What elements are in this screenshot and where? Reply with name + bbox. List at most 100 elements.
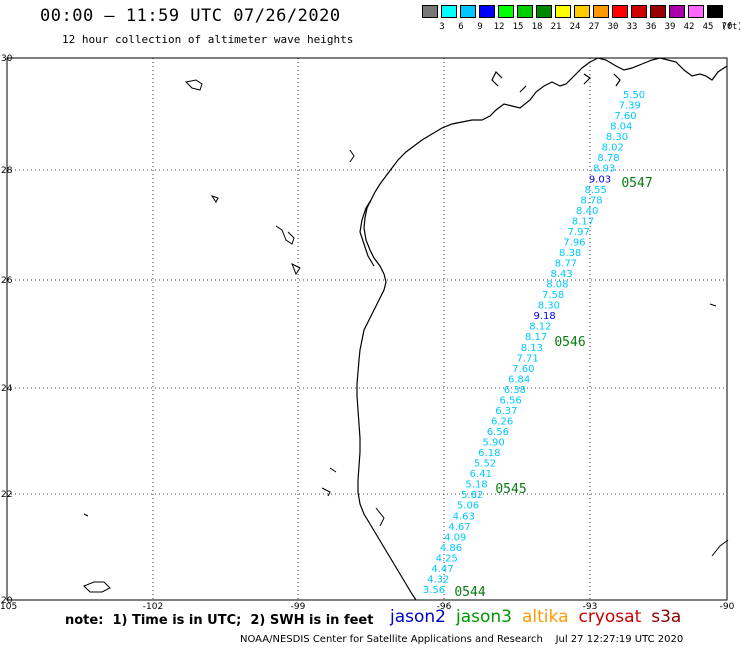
swh-value: 7.60 — [512, 364, 534, 375]
colorbar-swatch — [498, 5, 514, 18]
swh-value: 7.71 — [516, 353, 538, 364]
colorbar-label: 12 — [493, 22, 505, 32]
colorbar-swatch — [631, 5, 647, 18]
longitude-label: -90 — [720, 602, 735, 612]
altimeter-track: 5.507.397.608.048.308.028.788.939.038.55… — [423, 90, 645, 596]
satellite-legend-item: jason3 — [456, 607, 512, 627]
swh-value: 8.17 — [525, 332, 547, 343]
swh-value: 8.38 — [559, 248, 581, 259]
colorbar-label: 33 — [626, 22, 638, 32]
longitude-label: -102 — [143, 602, 163, 612]
satellite-legend-item: jason2 — [390, 607, 446, 627]
swh-value: 6.38 — [504, 385, 526, 396]
colorbar-swatch — [441, 5, 457, 18]
longitude-label: -99 — [291, 602, 306, 612]
track-time-label: 0546 — [554, 335, 585, 350]
colorbar-label: 3 — [439, 22, 445, 32]
colorbar-swatch — [669, 5, 685, 18]
swh-value: 9.18 — [534, 311, 556, 322]
swh-value: 6.37 — [495, 406, 517, 417]
swh-value: 4.63 — [453, 511, 475, 522]
footer-credit: NOAA/NESDIS Center for Satellite Applica… — [240, 634, 684, 645]
colorbar-swatch — [555, 5, 571, 18]
colorbar-label: 45 — [702, 22, 714, 32]
swh-value: 8.17 — [572, 216, 594, 227]
coastline — [356, 57, 728, 601]
satellite-legend-item: s3a — [651, 607, 682, 627]
latitude-label: 28 — [1, 166, 13, 176]
colorbar-swatch — [517, 5, 533, 18]
swh-value: 6.56 — [487, 427, 509, 438]
colorbar-label: 30 — [607, 22, 619, 32]
colorbar-swatch — [422, 5, 438, 18]
swh-value: 4.32 — [427, 574, 449, 585]
colorbar-label: 36 — [645, 22, 657, 32]
swh-value: 5.90 — [482, 438, 504, 449]
swh-value: 8.78 — [580, 195, 602, 206]
colorbar-label: 15 — [512, 22, 524, 32]
colorbar-swatch — [612, 5, 628, 18]
colorbar-label: 70 — [721, 22, 733, 32]
colorbar-swatch — [593, 5, 609, 18]
colorbar-label: 6 — [458, 22, 464, 32]
swh-value: 4.09 — [444, 532, 466, 543]
colorbar-unit: (ft) — [721, 22, 740, 32]
track-time-label: 0545 — [495, 482, 526, 497]
colorbar-swatch — [460, 5, 476, 18]
swh-value: 8.04 — [610, 122, 632, 133]
colorbar-label: 21 — [550, 22, 562, 32]
longitude-label: -93 — [583, 602, 598, 612]
track-time-label: 0544 — [454, 585, 485, 600]
swh-value: 3.56 — [423, 585, 445, 596]
colorbar-swatch — [688, 5, 704, 18]
latitude-label: 30 — [1, 54, 13, 64]
latitude-label: 26 — [1, 276, 13, 286]
swh-value: 8.55 — [585, 185, 607, 196]
latitude-label: 24 — [1, 384, 13, 394]
swh-value: 4.25 — [436, 553, 458, 564]
map-subtitle: 12 hour collection of altimeter wave hei… — [62, 33, 354, 46]
swh-value: 8.13 — [521, 343, 543, 354]
swh-value: 9.03 — [589, 174, 611, 185]
colorbar-label: 18 — [531, 22, 543, 32]
swh-value: 7.60 — [614, 111, 636, 122]
swh-value: 4.47 — [431, 564, 453, 575]
satellite-legend-item: cryosat — [578, 607, 642, 627]
swh-value: 8.12 — [529, 322, 551, 333]
track-time-labels: 0547 0546 0545 0544 — [454, 176, 652, 600]
swh-value: 5.18 — [465, 480, 487, 491]
swh-value: 8.30 — [538, 301, 560, 312]
swh-value: 4.67 — [448, 522, 470, 533]
colorbar-label: 42 — [683, 22, 695, 32]
track-time-label: 0547 — [621, 176, 652, 191]
colorbar-label: 24 — [569, 22, 581, 32]
longitude-labels: -105 -102 -99 -96 -93 -90 — [0, 602, 735, 612]
latitude-label: 22 — [1, 490, 12, 500]
swh-value: 7.96 — [563, 237, 585, 248]
swh-value: 6.41 — [470, 469, 492, 480]
colorbar-swatch — [707, 5, 723, 18]
swh-value: 6.18 — [478, 448, 500, 459]
colorbar-swatch — [536, 5, 552, 18]
swh-value: 8.78 — [597, 153, 619, 164]
swh-value: 8.43 — [551, 269, 573, 280]
swh-value: 6.84 — [508, 374, 530, 385]
colorbar-swatch — [574, 5, 590, 18]
swh-value: 5.52 — [474, 459, 496, 470]
map-frame — [6, 57, 728, 601]
map-title: 00:00 – 11:59 UTC 07/26/2020 — [40, 6, 341, 26]
colorbar-swatch — [650, 5, 666, 18]
swh-value: 6.56 — [499, 395, 521, 406]
swh-value: 4.86 — [440, 543, 462, 554]
swh-value: 7.58 — [542, 290, 564, 301]
colorbar-label: 39 — [664, 22, 676, 32]
colorbar-label: 27 — [588, 22, 600, 32]
latitude-labels: 30 28 26 24 22 20 — [1, 54, 13, 606]
swh-value: 5.50 — [623, 90, 645, 101]
satellite-legend: jason2 jason3 altika cryosat s3a — [390, 607, 691, 627]
swh-value: 8.93 — [593, 164, 615, 175]
graticule — [7, 58, 727, 600]
longitude-label: -96 — [437, 602, 452, 612]
swh-value: 6.26 — [491, 416, 513, 427]
